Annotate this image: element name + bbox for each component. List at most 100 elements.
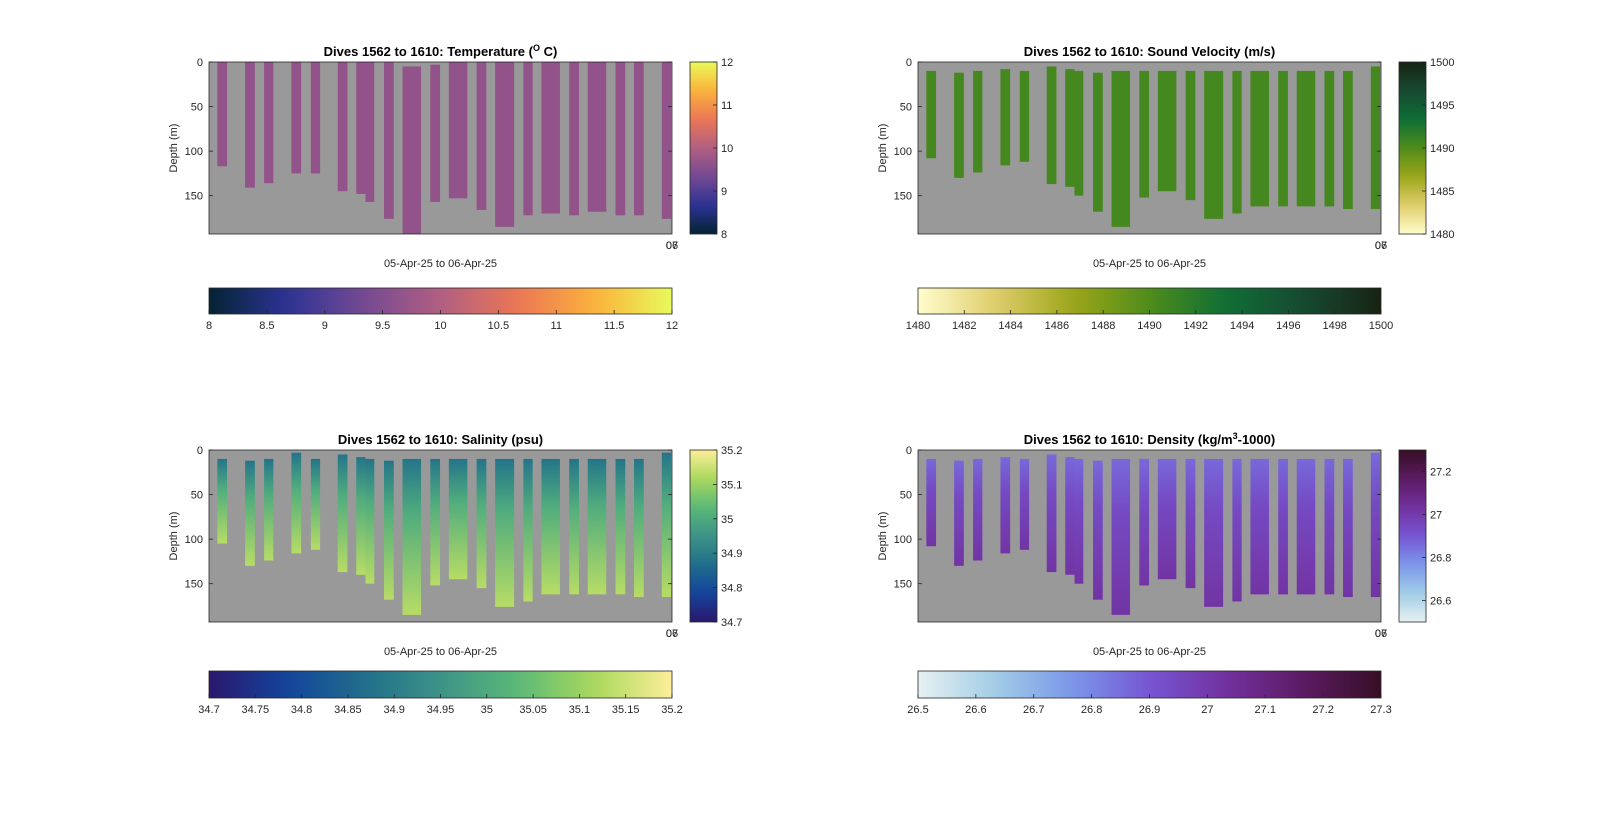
chart-title-tail: C) (540, 44, 557, 59)
dive-profile (1232, 70, 1242, 214)
dive-profile (569, 62, 579, 216)
dive-profile (1111, 70, 1131, 227)
bottom-colorbar-tick-label: 35 (481, 704, 493, 716)
x-axis-label: 05-Apr-25 to 06-Apr-25 (384, 646, 497, 658)
y-axis-label: Depth (m) (168, 512, 180, 561)
dive-profile (1093, 72, 1103, 212)
dive-profile (495, 458, 515, 607)
dive-profile (384, 460, 394, 600)
dive-profile (1343, 70, 1353, 210)
bottom-colorbar-tick-label: 9.5 (375, 320, 390, 332)
chart-title-main: Dives 1562 to 1610: Temperature ( (324, 44, 534, 59)
x-tick-label: 07 (1375, 628, 1387, 640)
dive-profile (337, 62, 348, 192)
dive-profile (1065, 69, 1075, 187)
chart-title-main: Dives 1562 to 1610: Salinity (psu) (338, 432, 543, 447)
bottom-colorbar-tick-label: 35.2 (661, 704, 682, 716)
dive-profile (448, 458, 468, 580)
y-tick-label: 150 (894, 579, 912, 591)
side-colorbar-tick-label: 11 (721, 100, 732, 112)
dive-profile (1074, 70, 1084, 196)
dive-profile (291, 452, 302, 554)
y-tick-label: 100 (894, 146, 912, 158)
bottom-colorbar-tick-label: 27 (1201, 704, 1213, 716)
bottom-colorbar-tick-label: 1484 (998, 320, 1022, 332)
side-colorbar (689, 61, 718, 235)
bottom-colorbar (208, 670, 673, 699)
dive-profile (1074, 458, 1084, 584)
y-tick-label: 0 (906, 57, 912, 69)
x-tick-label: 07 (666, 628, 678, 640)
side-colorbar (1398, 449, 1427, 623)
dive-profile (495, 62, 515, 227)
dive-profile (926, 458, 937, 547)
dive-profile (337, 454, 348, 573)
side-colorbar-tick-label: 9 (721, 186, 727, 198)
bottom-colorbar-tick-label: 1488 (1091, 320, 1115, 332)
dive-profile (587, 62, 607, 212)
bottom-colorbar-tick-label: 34.75 (242, 704, 270, 716)
dive-profile (1343, 458, 1353, 598)
side-colorbar-tick-label: 34.7 (721, 617, 742, 629)
dive-profile (476, 62, 487, 210)
bottom-colorbar-tick-label: 1490 (1137, 320, 1161, 332)
dive-profile (356, 457, 366, 575)
bottom-colorbar (917, 287, 1382, 315)
dive-profile (365, 458, 375, 584)
dive-profile (634, 458, 644, 598)
dive-profile (245, 460, 255, 566)
axes-frame (208, 61, 673, 235)
x-tick-label: 06 (666, 240, 678, 252)
side-colorbar-tick-label: 1490 (1430, 143, 1454, 155)
bottom-colorbar-tick-label: 35.05 (519, 704, 547, 716)
dive-profile (1093, 460, 1103, 600)
side-colorbar-tick-label: 35.2 (721, 445, 742, 457)
axes-frame (917, 61, 1382, 235)
bottom-colorbar-tick-label: 1494 (1230, 320, 1254, 332)
dive-profile (1278, 70, 1288, 207)
dive-profile (448, 62, 468, 199)
bottom-colorbar-tick-label: 9 (322, 320, 328, 332)
bottom-colorbar-tick-label: 11 (551, 320, 562, 332)
dive-profile (1157, 458, 1177, 580)
dive-profile (615, 458, 626, 595)
bottom-colorbar-tick-label: 11.5 (604, 320, 625, 332)
y-axis-label: Depth (m) (877, 512, 889, 561)
y-tick-label: 100 (894, 534, 912, 546)
dive-profile (310, 458, 321, 550)
y-axis-label: Depth (m) (877, 124, 889, 173)
y-tick-label: 100 (185, 146, 203, 158)
bottom-colorbar-tick-label: 27.3 (1370, 704, 1391, 716)
x-axis-label: 05-Apr-25 to 06-Apr-25 (1093, 646, 1206, 658)
dive-profile (1046, 66, 1057, 185)
y-tick-label: 50 (900, 490, 912, 502)
chart-title-main: Dives 1562 to 1610: Sound Velocity (m/s) (1024, 44, 1275, 59)
dive-profile (1232, 458, 1242, 602)
dive-profile (954, 460, 964, 566)
side-colorbar-tick-label: 34.8 (721, 583, 742, 595)
dive-profile (661, 452, 672, 598)
axes-frame (208, 449, 673, 623)
dive-profile (1139, 458, 1150, 586)
dive-profile (1250, 70, 1269, 207)
side-colorbar-tick-label: 1480 (1430, 229, 1454, 241)
bottom-colorbar-tick-label: 1480 (906, 320, 930, 332)
bottom-colorbar-tick-label: 8 (206, 320, 212, 332)
y-tick-label: 100 (185, 534, 203, 546)
y-tick-label: 150 (185, 191, 203, 203)
dive-profile (217, 458, 228, 544)
x-axis-label: 05-Apr-25 to 06-Apr-25 (1093, 258, 1206, 270)
y-tick-label: 0 (197, 57, 203, 69)
side-colorbar-tick-label: 34.9 (721, 548, 742, 560)
side-colorbar-tick-label: 35 (721, 514, 733, 526)
dive-profile (1019, 458, 1030, 550)
y-tick-label: 0 (197, 445, 203, 457)
dive-profile (402, 458, 422, 615)
chart-title: Dives 1562 to 1610: Sound Velocity (m/s) (1024, 44, 1275, 59)
bottom-colorbar-tick-label: 34.9 (383, 704, 404, 716)
bottom-colorbar-tick-label: 1500 (1369, 320, 1393, 332)
